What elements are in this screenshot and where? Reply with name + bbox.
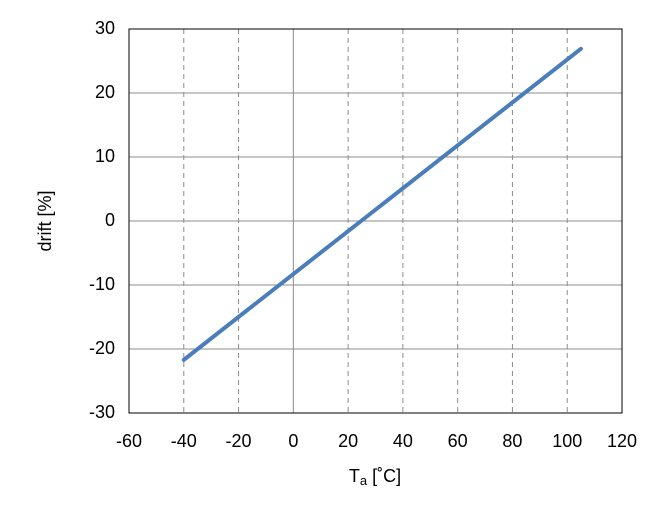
plot-frame <box>128 28 623 414</box>
x-tick-label: -20 <box>226 431 252 451</box>
y-tick-label: 30 <box>95 18 115 38</box>
x-tick-label: 80 <box>502 431 522 451</box>
x-tick-label: -40 <box>171 431 197 451</box>
y-tick-label: -20 <box>89 338 115 358</box>
y-axis-label: drift [%] <box>35 190 55 251</box>
y-tick-label: -30 <box>89 402 115 422</box>
x-tick-label: 40 <box>393 431 413 451</box>
y-tick-label: 10 <box>95 146 115 166</box>
y-tick-label: -10 <box>89 274 115 294</box>
x-tick-label: 120 <box>607 431 637 451</box>
x-axis-label: Ta [˚C] <box>349 466 401 489</box>
x-tick-label: 0 <box>288 431 298 451</box>
x-tick-label: 20 <box>338 431 358 451</box>
y-tick-label: 20 <box>95 82 115 102</box>
x-label-unit: [˚C] <box>367 466 401 486</box>
data-line <box>181 46 583 362</box>
x-tick-label: 100 <box>552 431 582 451</box>
x-label-sub: a <box>360 473 368 488</box>
y-tick-label: 0 <box>105 210 115 230</box>
x-tick-label: 60 <box>448 431 468 451</box>
x-tick-label: -60 <box>116 431 142 451</box>
x-label-main: T <box>349 466 360 486</box>
